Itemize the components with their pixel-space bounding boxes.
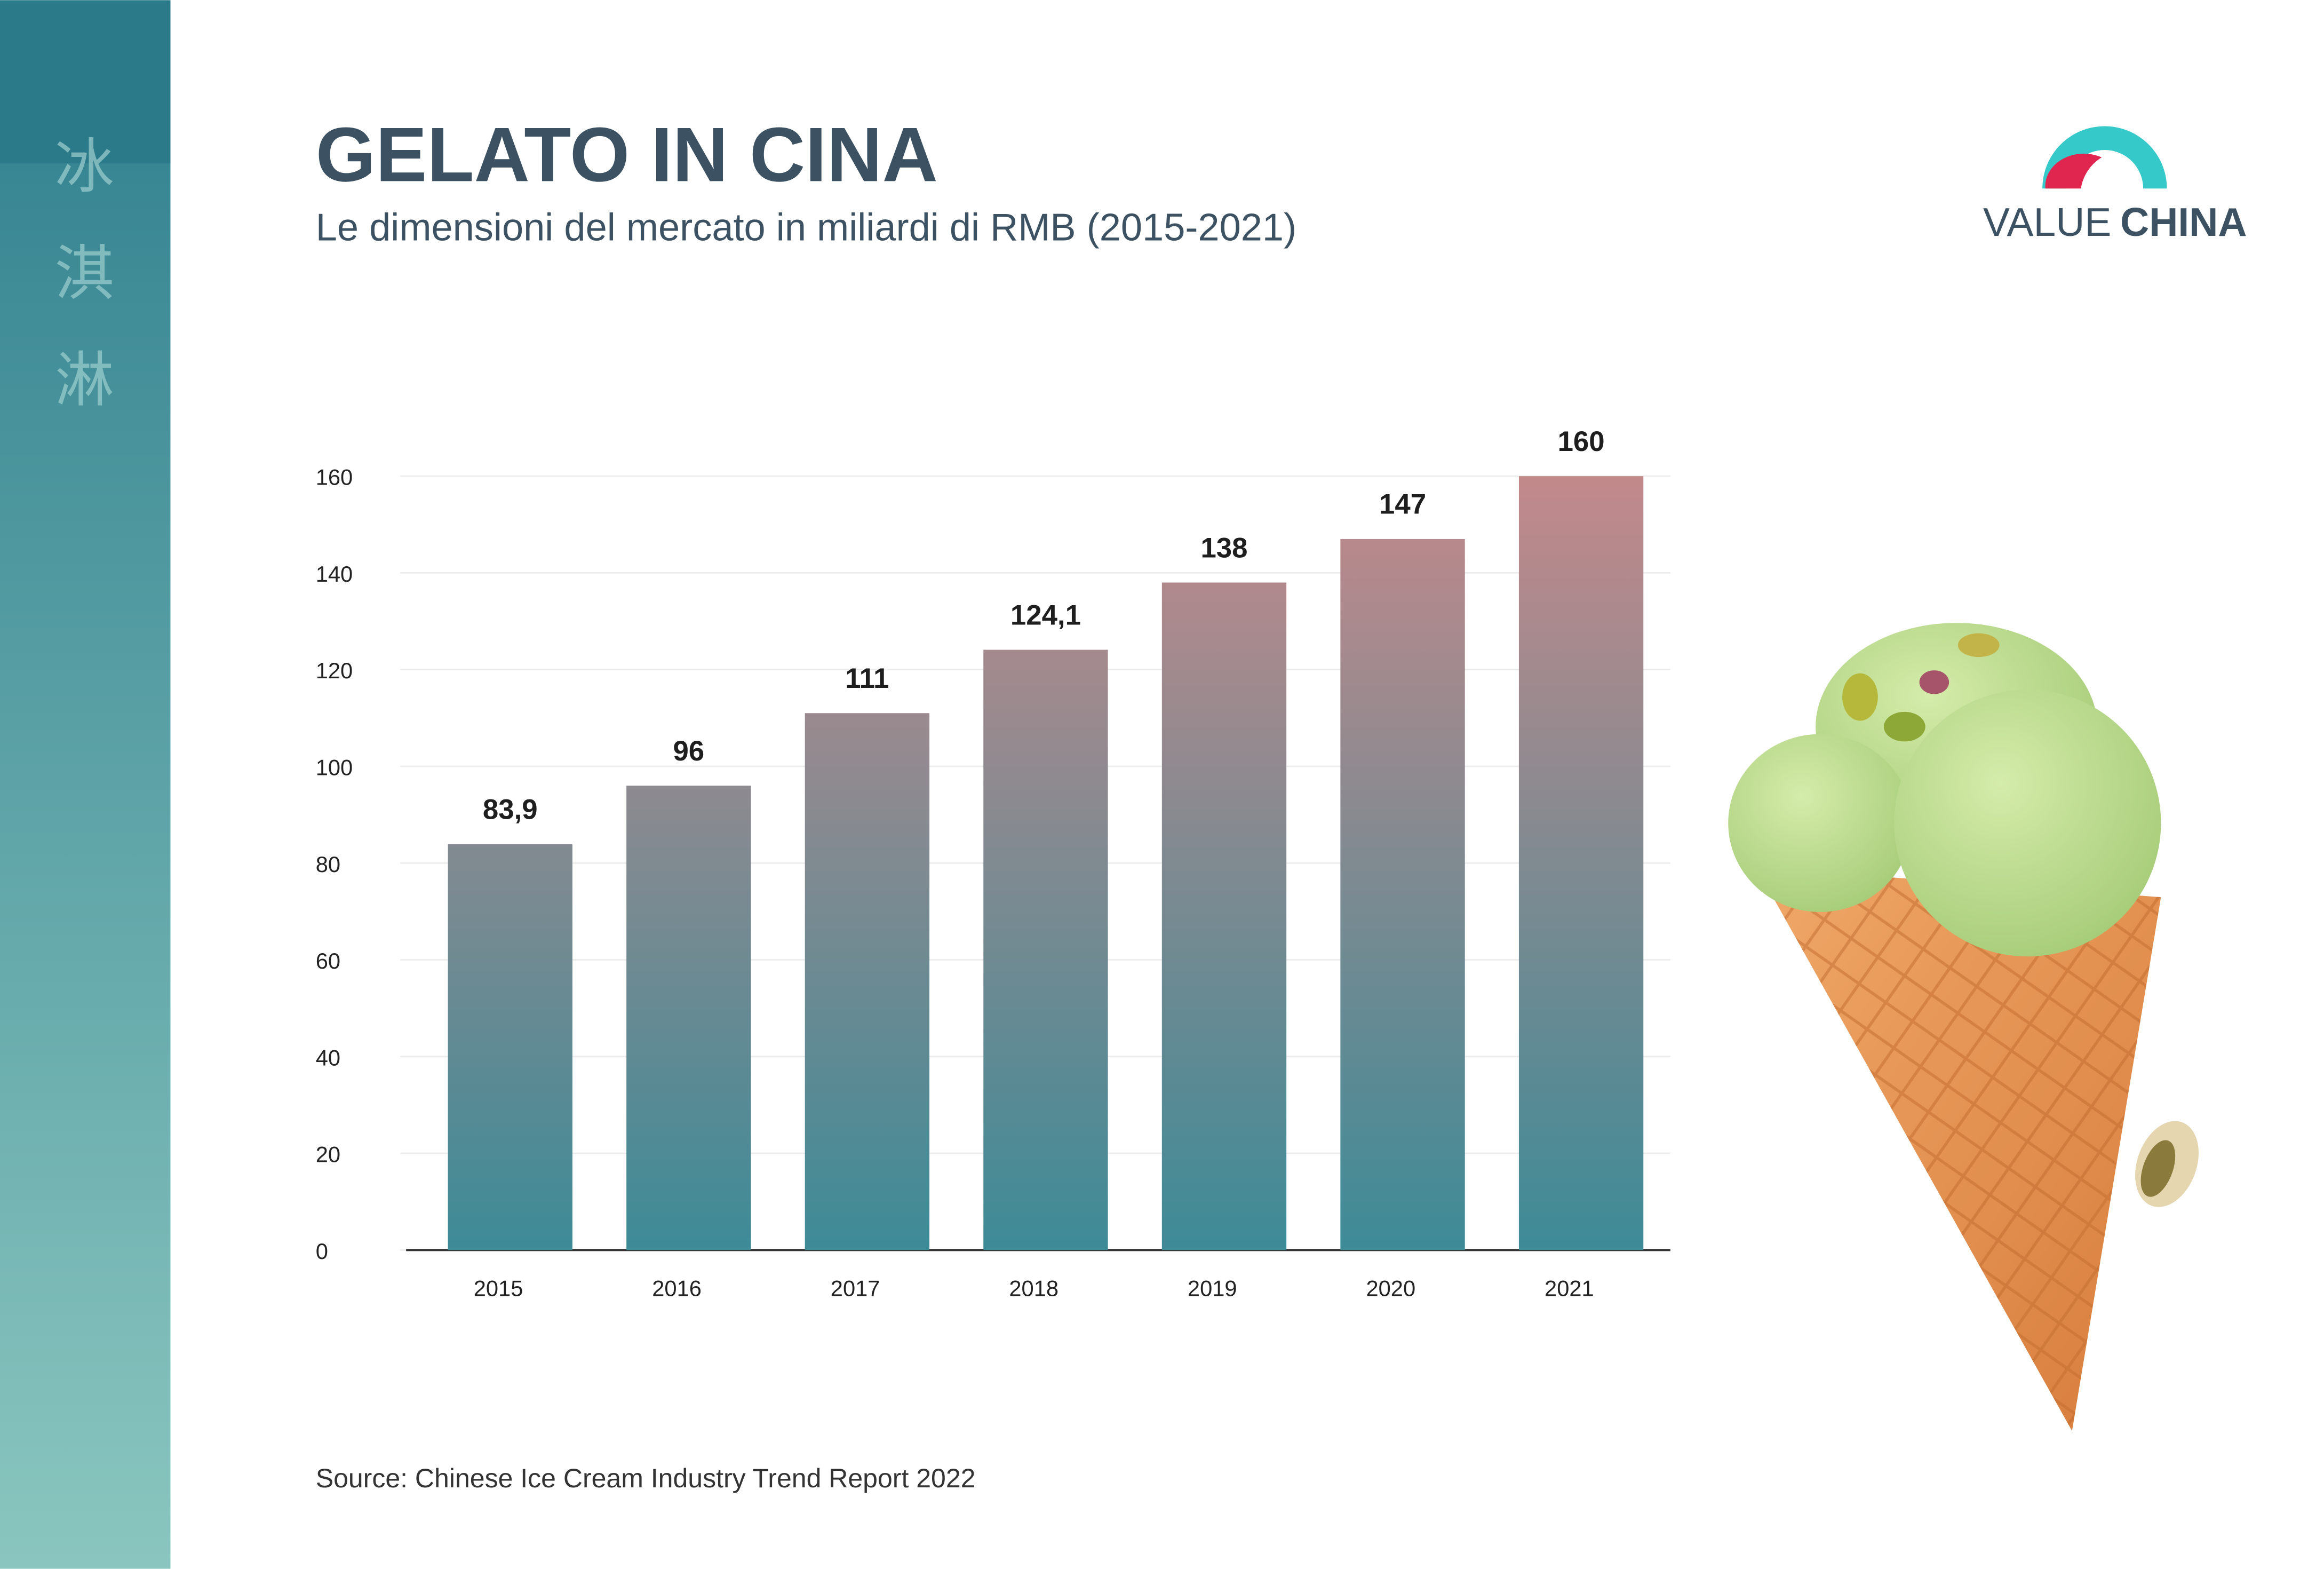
y-tick-label: 40 <box>316 1045 340 1070</box>
value-label: 96 <box>673 735 704 767</box>
value-label: 124,1 <box>1010 599 1081 631</box>
x-tick-label: 2019 <box>1188 1275 1237 1301</box>
logo: VALUE CHINA <box>1983 126 2247 244</box>
sidebar-top <box>0 0 171 163</box>
x-tick-label: 2017 <box>831 1275 880 1301</box>
x-tick-label: 2021 <box>1545 1275 1594 1301</box>
sidebar-char: 冰 <box>55 133 114 200</box>
bar <box>983 649 1108 1250</box>
x-tick-label: 2016 <box>652 1275 702 1301</box>
value-label: 111 <box>845 663 889 694</box>
value-label: 138 <box>1200 532 1247 564</box>
value-label: 147 <box>1379 489 1426 520</box>
x-tick-label: 2018 <box>1009 1275 1058 1301</box>
x-tick-label: 2015 <box>474 1275 523 1301</box>
bar <box>805 713 930 1250</box>
y-tick-label: 160 <box>316 465 353 490</box>
logo-arc <box>2042 126 2167 189</box>
y-tick-label: 0 <box>316 1239 328 1264</box>
y-tick-label: 80 <box>316 852 340 877</box>
sidebar <box>0 0 171 1569</box>
sidebar-char: 淇 <box>55 240 114 306</box>
value-label: 160 <box>1558 426 1605 457</box>
logo-arc <box>2045 153 2102 189</box>
bar <box>1518 476 1644 1250</box>
bar <box>448 844 572 1250</box>
y-tick-label: 140 <box>316 561 353 587</box>
ice-cream-illustration <box>1728 623 2199 1431</box>
logo-text: VALUE CHINA <box>1983 200 2247 244</box>
y-tick-label: 100 <box>316 755 353 780</box>
subtitle: Le dimensioni del mercato in miliardi di… <box>316 206 1296 249</box>
bar <box>626 786 751 1250</box>
y-tick-label: 120 <box>316 658 353 683</box>
y-tick-label: 20 <box>316 1142 340 1167</box>
bar <box>1340 538 1465 1250</box>
y-tick-label: 60 <box>316 948 340 973</box>
title: GELATO IN CINA <box>316 111 938 197</box>
sidebar-char: 淋 <box>55 346 114 413</box>
value-label: 83,9 <box>483 794 538 826</box>
bar <box>1161 582 1287 1250</box>
source: Source: Chinese Ice Cream Industry Trend… <box>316 1463 976 1493</box>
x-tick-label: 2020 <box>1366 1275 1415 1301</box>
